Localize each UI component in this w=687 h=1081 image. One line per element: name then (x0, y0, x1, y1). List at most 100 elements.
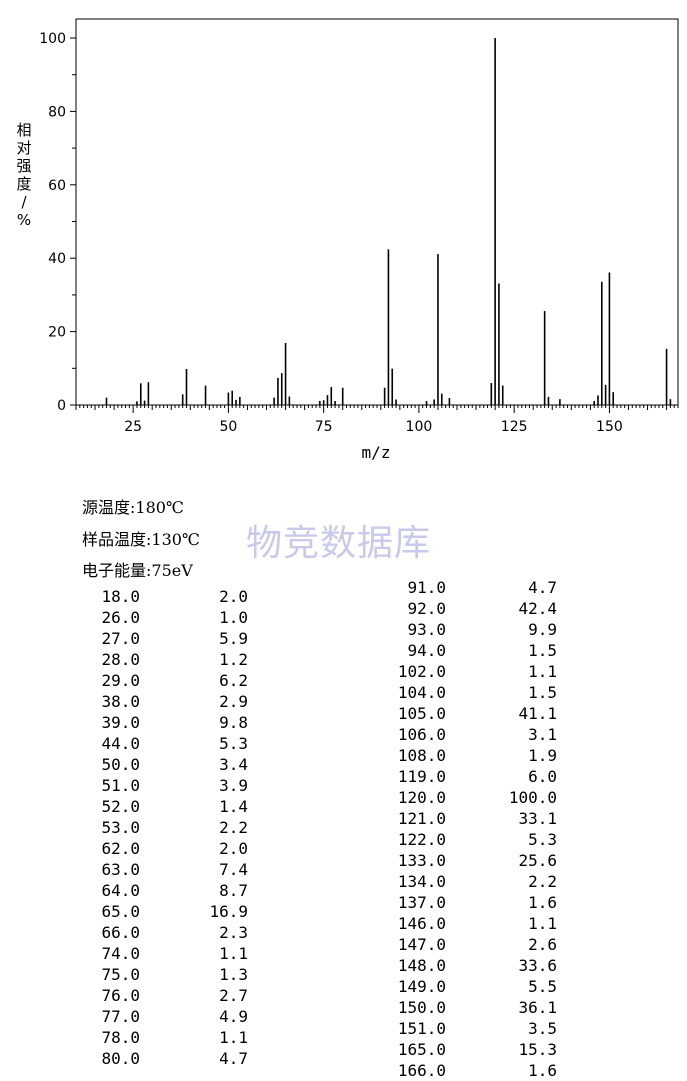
mz-value: 105.0 (397, 704, 446, 723)
intensity-value: 33.1 (518, 809, 557, 828)
mz-value: 147.0 (397, 935, 446, 954)
table-row: 18.0 2.0 (60, 586, 260, 607)
peak-table-right: 91.0 4.7 92.0 42.4 93.0 9.9 94.0 1.5 102.0 1.1 104… (350, 577, 570, 1081)
mz-value: 146.0 (397, 914, 446, 933)
table-row: 121.0 33.1 (350, 808, 570, 829)
mz-value: 29.0 (101, 671, 140, 690)
peak-table-left: 18.0 2.0 26.0 1.0 27.0 5.9 28.0 1.2 29.0 6.2 38.0 2… (60, 586, 260, 1069)
mz-value: 26.0 (101, 608, 140, 627)
intensity-value: 2.3 (219, 923, 248, 942)
spectrum-peaks (105, 38, 672, 405)
mz-value: 165.0 (397, 1040, 446, 1059)
mz-value: 18.0 (101, 587, 140, 606)
mz-value: 76.0 (101, 986, 140, 1005)
table-row: 149.0 5.5 (350, 976, 570, 997)
y-axis-label: 相对强度/% (16, 121, 31, 229)
intensity-value: 2.0 (219, 587, 248, 606)
y-tick-label: 40 (48, 251, 66, 267)
mz-value: 148.0 (397, 956, 446, 975)
mz-value: 104.0 (397, 683, 446, 702)
intensity-value: 3.4 (219, 755, 248, 774)
table-row: 77.0 4.9 (60, 1006, 260, 1027)
intensity-value: 2.0 (219, 839, 248, 858)
table-row: 108.0 1.9 (350, 745, 570, 766)
mz-value: 63.0 (101, 860, 140, 879)
mz-value: 102.0 (397, 662, 446, 681)
table-row: 122.0 5.3 (350, 829, 570, 850)
table-row: 119.0 6.0 (350, 766, 570, 787)
mz-value: 93.0 (407, 620, 446, 639)
plot-frame (75, 18, 679, 406)
mz-value: 50.0 (101, 755, 140, 774)
mz-value: 137.0 (397, 893, 446, 912)
mass-spectrum-chart: 0 20 40 60 80 100 25 50 75 100 125 150 m/z 相对强度/% (16, 18, 679, 462)
mz-value: 53.0 (101, 818, 140, 837)
table-row: 39.0 9.8 (60, 712, 260, 733)
intensity-value: 3.9 (219, 776, 248, 795)
source-temperature: 源温度:180℃ (82, 498, 184, 517)
mz-value: 150.0 (397, 998, 446, 1017)
table-row: 74.0 1.1 (60, 943, 260, 964)
intensity-value: 1.6 (528, 1061, 557, 1080)
table-row: 120.0 100.0 (350, 787, 570, 808)
mz-value: 66.0 (101, 923, 140, 942)
table-row: 94.0 1.5 (350, 640, 570, 661)
mz-value: 78.0 (101, 1028, 140, 1047)
table-row: 29.0 6.2 (60, 670, 260, 691)
intensity-value: 4.7 (528, 578, 557, 597)
intensity-value: 33.6 (518, 956, 557, 975)
table-row: 134.0 2.2 (350, 871, 570, 892)
mz-value: 134.0 (397, 872, 446, 891)
electron-energy: 电子能量:75eV (82, 561, 193, 580)
y-axis-ticks: 0 20 40 60 80 100 (39, 31, 76, 414)
intensity-value: 9.8 (219, 713, 248, 732)
mz-value: 120.0 (397, 788, 446, 807)
intensity-value: 2.2 (528, 872, 557, 891)
intensity-value: 5.3 (528, 830, 557, 849)
y-tick-label: 80 (48, 104, 66, 120)
mz-value: 27.0 (101, 629, 140, 648)
x-tick-label: 25 (124, 419, 142, 435)
intensity-value: 6.0 (528, 767, 557, 786)
table-row: 28.0 1.2 (60, 649, 260, 670)
intensity-value: 9.9 (528, 620, 557, 639)
intensity-value: 5.9 (219, 629, 248, 648)
table-row: 50.0 3.4 (60, 754, 260, 775)
sample-temperature: 样品温度:130℃ (82, 530, 200, 549)
intensity-value: 5.3 (219, 734, 248, 753)
table-row: 93.0 9.9 (350, 619, 570, 640)
intensity-value: 36.1 (518, 998, 557, 1017)
table-row: 148.0 33.6 (350, 955, 570, 976)
intensity-value: 1.1 (219, 1028, 248, 1047)
x-tick-label: 75 (315, 419, 333, 435)
watermark: 物竞数据库 (246, 523, 432, 564)
intensity-value: 2.2 (219, 818, 248, 837)
table-row: 147.0 2.6 (350, 934, 570, 955)
table-row: 151.0 3.5 (350, 1018, 570, 1039)
mz-value: 92.0 (407, 599, 446, 618)
mz-value: 75.0 (101, 965, 140, 984)
mz-value: 52.0 (101, 797, 140, 816)
mz-value: 51.0 (101, 776, 140, 795)
x-axis-label: m/z (362, 443, 391, 462)
intensity-value: 1.5 (528, 641, 557, 660)
intensity-value: 1.2 (219, 650, 248, 669)
x-tick-label: 100 (406, 419, 433, 435)
mz-value: 133.0 (397, 851, 446, 870)
mz-value: 74.0 (101, 944, 140, 963)
intensity-value: 41.1 (518, 704, 557, 723)
y-tick-label: 60 (48, 178, 66, 194)
intensity-value: 1.0 (219, 608, 248, 627)
table-row: 76.0 2.7 (60, 985, 260, 1006)
table-row: 105.0 41.1 (350, 703, 570, 724)
table-row: 64.0 8.7 (60, 880, 260, 901)
intensity-value: 1.5 (528, 683, 557, 702)
intensity-value: 4.9 (219, 1007, 248, 1026)
table-row: 38.0 2.9 (60, 691, 260, 712)
intensity-value: 100.0 (508, 788, 557, 807)
table-row: 66.0 2.3 (60, 922, 260, 943)
x-tick-label: 125 (501, 419, 528, 435)
table-row: 102.0 1.1 (350, 661, 570, 682)
table-row: 106.0 3.1 (350, 724, 570, 745)
table-row: 133.0 25.6 (350, 850, 570, 871)
